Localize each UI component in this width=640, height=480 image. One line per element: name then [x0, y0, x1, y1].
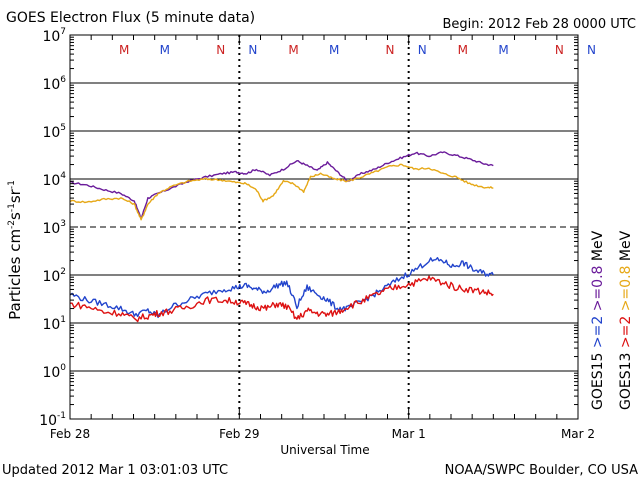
legend-goes13: GOES13 >=2 >=0.8 MeV [618, 230, 634, 410]
legend-goes13-item-0: GOES13 [618, 353, 634, 410]
y-tick-label: 103 [42, 219, 66, 237]
mn-marker-m-9: M [498, 43, 508, 57]
legend-goes15-item-2: >=0.8 [590, 266, 606, 316]
mn-marker-n-10: N [555, 43, 564, 57]
mn-marker-n-3: N [248, 43, 257, 57]
mn-marker-n-11: N [587, 43, 596, 57]
legend-goes13-item-1: >=2 [618, 316, 634, 353]
mn-marker-m-5: M [329, 43, 339, 57]
mn-marker-m-8: M [458, 43, 468, 57]
series-line-goes13-0-8-mev [69, 163, 494, 221]
y-tick-label: 100 [42, 363, 66, 381]
y-tick-label: 105 [42, 123, 66, 141]
x-tick-label-feb-29: Feb 29 [219, 427, 259, 441]
series-line-goes15-0-8-mev [69, 151, 494, 220]
y-tick-label: 102 [42, 267, 66, 285]
chart-title: GOES Electron Flux (5 minute data) [6, 10, 255, 26]
mn-marker-n-6: N [386, 43, 395, 57]
begin-label: Begin: 2012 Feb 28 0000 UTC [442, 17, 636, 32]
legend-goes15-item-0: GOES15 [590, 353, 606, 410]
mn-marker-m-4: M [288, 43, 298, 57]
series-layer [69, 151, 494, 323]
x-axis-label: Universal Time [280, 443, 369, 457]
x-tick-label-feb-28: Feb 28 [50, 427, 90, 441]
legend-goes13-item-2: >=0.8 [618, 266, 634, 316]
mn-marker-n-2: N [216, 43, 225, 57]
y-tick-label: 10-1 [39, 411, 66, 429]
legend-goes13-item-3: MeV [618, 230, 634, 265]
footer-updated: Updated 2012 Mar 1 03:01:03 UTC [2, 463, 228, 478]
mn-marker-m-1: M [160, 43, 170, 57]
y-tick-label: 106 [42, 75, 66, 93]
series-line-goes15-2-mev [69, 257, 494, 319]
mn-marker-n-7: N [418, 43, 427, 57]
y-tick-label: 107 [42, 27, 66, 45]
mn-marker-m-0: M [119, 43, 129, 57]
y-tick-label: 101 [42, 315, 66, 333]
footer-credit: NOAA/SWPC Boulder, CO USA [445, 463, 638, 478]
grid-layer [70, 35, 578, 419]
series-line-goes13-2-mev [70, 275, 494, 323]
y-tick-label: 104 [42, 171, 66, 189]
legend-goes15-item-3: MeV [590, 230, 606, 265]
y-axis-label: Particles cm-2s-1sr-1 [6, 180, 24, 320]
x-tick-label-mar-1: Mar 1 [392, 427, 426, 441]
x-tick-label-mar-2: Mar 2 [561, 427, 595, 441]
legend-goes15-item-1: >=2 [590, 316, 606, 353]
legend-goes15: GOES15 >=2 >=0.8 MeV [590, 230, 606, 410]
